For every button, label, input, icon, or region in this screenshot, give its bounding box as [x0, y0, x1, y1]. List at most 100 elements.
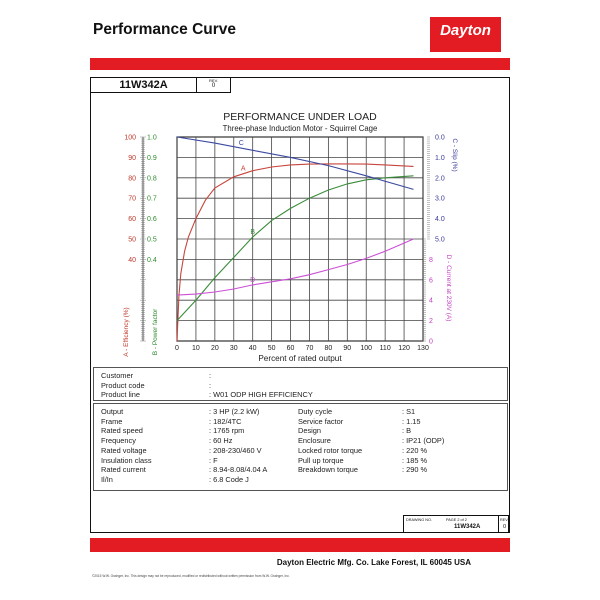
- rev-value: 0: [211, 83, 216, 89]
- current-tick-label: 8: [429, 257, 433, 264]
- specs_left-label: Frame: [101, 416, 123, 426]
- bottom-red-bar: [90, 538, 510, 552]
- efficiency-tick-label: 90: [128, 155, 136, 162]
- x-axis-label: Percent of rated output: [258, 354, 342, 363]
- power-factor-tick-label: 0.7: [147, 196, 157, 203]
- current-tick-label: 6: [429, 277, 433, 284]
- current-tick-label: 0: [429, 339, 433, 346]
- x-tick-label: 120: [398, 345, 410, 352]
- page-title: Performance Curve: [93, 21, 237, 38]
- series-D-line: [176, 238, 414, 296]
- customer-label: Product line: [101, 390, 141, 400]
- specs_left-label: Rated voltage: [101, 445, 147, 455]
- customer-value: :: [209, 371, 212, 380]
- chart-subtitle: Three-phase Induction Motor - Squirrel C…: [223, 124, 378, 133]
- rev-cell: REV. 0: [196, 77, 231, 93]
- x-tick-label: 100: [360, 345, 372, 352]
- chart-grid: [176, 136, 424, 342]
- drawing-info-box: DRAWING NO. PAGE 2 of 2 11W342A REV. 0: [403, 515, 509, 533]
- specs_left-value: : 3 HP (2.2 kW): [209, 407, 260, 416]
- specs_right-label: Locked rotor torque: [298, 445, 363, 455]
- power-factor-tick-label: 1.0: [147, 135, 157, 142]
- drawing-frame: [90, 77, 510, 533]
- specs_left-label: Output: [101, 407, 124, 416]
- power-factor-tick-label: 0.8: [147, 175, 157, 182]
- current-axis-label: D - Current at 230V (A): [445, 255, 452, 322]
- series-D-label: D: [250, 277, 255, 284]
- x-tick-label: 90: [343, 345, 351, 352]
- specs_left-label: Insulation class: [101, 455, 152, 465]
- x-tick-label: 60: [287, 345, 295, 352]
- rev-value: 0: [503, 524, 507, 530]
- efficiency-tick-label: 80: [128, 175, 136, 182]
- specs_right-value: : 1.15: [402, 416, 421, 426]
- customer-label: Product code: [101, 380, 145, 390]
- company-footer: Dayton Electric Mfg. Co. Lake Forest, IL…: [276, 558, 471, 567]
- power-factor-tick-label: 0.9: [147, 155, 157, 162]
- specs_right-value: : 290 %: [402, 465, 428, 475]
- specs_left-label: Rated speed: [101, 426, 143, 436]
- specs_right-label: Duty cycle: [298, 407, 333, 416]
- customer-label: Customer: [101, 371, 134, 380]
- drawing-no-label: DRAWING NO.: [406, 518, 433, 522]
- power-factor-tick-label: 0.4: [147, 257, 157, 264]
- specs_right-value: : S1: [402, 407, 416, 416]
- x-tick-label: 110: [380, 345, 391, 352]
- x-tick-label: 0: [175, 345, 179, 352]
- rev-label: REV.: [209, 78, 218, 83]
- series-A-line: [176, 163, 414, 342]
- slip-tick-label: 1.0: [435, 155, 445, 162]
- specs_right-label: Breakdown torque: [298, 465, 358, 475]
- rev-label: REV.: [500, 518, 509, 522]
- efficiency-tick-label: 40: [128, 257, 136, 264]
- slip-tick-label: 0.0: [435, 135, 445, 142]
- specs_right-label: Service factor: [298, 416, 344, 426]
- specs_right-value: : 185 %: [402, 455, 428, 465]
- x-tick-label: 130: [417, 345, 429, 352]
- x-tick-label: 40: [249, 345, 257, 352]
- specs_right-label: Pull up torque: [298, 455, 344, 465]
- series-C-line: [176, 136, 414, 190]
- copyright-notice: ©2015 W.W. Grainger, Inc. This design ma…: [92, 574, 290, 578]
- drawing-no-value: 11W342A: [454, 524, 481, 530]
- power-factor-tick-label: 0.5: [147, 237, 157, 244]
- customer-value: : W01 ODP HIGH EFFICIENCY: [209, 390, 313, 400]
- x-tick-label: 30: [230, 345, 238, 352]
- specs_right-label: Design: [298, 426, 322, 436]
- x-tick-label: 50: [268, 345, 276, 352]
- slip-tick-label: 4.0: [435, 216, 445, 223]
- specs_left-value: : 6.8 Code J: [209, 474, 249, 484]
- specs_left-value: : 208-230/460 V: [209, 445, 262, 455]
- x-tick-label: 70: [306, 345, 314, 352]
- x-tick-label: 80: [324, 345, 332, 352]
- efficiency-axis-label: A - Efficiency (%): [123, 307, 130, 356]
- specs_right-value: : IP21 (ODP): [402, 436, 445, 446]
- performance-chart: PERFORMANCE UNDER LOAD Three-phase Induc…: [123, 111, 458, 363]
- chart-axes: 0 10 20 30 40 50 60 70 80 90 100 110 120 130405060708…: [124, 135, 445, 353]
- customer-box: Customer: Product code: Product line : W0…: [93, 367, 508, 401]
- x-tick-label: 20: [211, 345, 219, 352]
- efficiency-tick-label: 50: [128, 237, 136, 244]
- slip-tick-label: 2.0: [435, 175, 445, 182]
- efficiency-tick-label: 60: [128, 216, 136, 223]
- series-C-label: C: [239, 140, 244, 147]
- specs_right-label: Enclosure: [298, 436, 331, 446]
- specs_left-value: : 60 Hz: [209, 436, 233, 446]
- customer-value: :: [209, 380, 212, 390]
- power-factor-axis-label: B - Power factor: [152, 308, 159, 355]
- slip-axis-label: C - Slip (%): [451, 138, 458, 171]
- specs_left-value: : F: [209, 455, 218, 465]
- power-factor-tick-label: 0.6: [147, 216, 157, 223]
- specifications-box: Output: 3 HP (2.2 kW) Frame: 182/4TC Rated…: [93, 403, 508, 491]
- current-tick-label: 4: [429, 298, 433, 305]
- page-indicator: PAGE 2 of 2: [446, 518, 467, 522]
- drawing-number: 11W342A: [90, 77, 197, 93]
- series-B-label: B: [250, 229, 255, 236]
- series-A-label: A: [241, 166, 246, 173]
- chart-title: PERFORMANCE UNDER LOAD: [223, 111, 377, 123]
- chart-series: A B C D: [176, 136, 414, 342]
- specs_left-value: : 8.94-8.08/4.04 A: [209, 465, 268, 475]
- top-red-bar: [90, 58, 510, 70]
- x-tick-label: 10: [192, 345, 200, 352]
- specs_left-label: Il/In: [101, 474, 113, 484]
